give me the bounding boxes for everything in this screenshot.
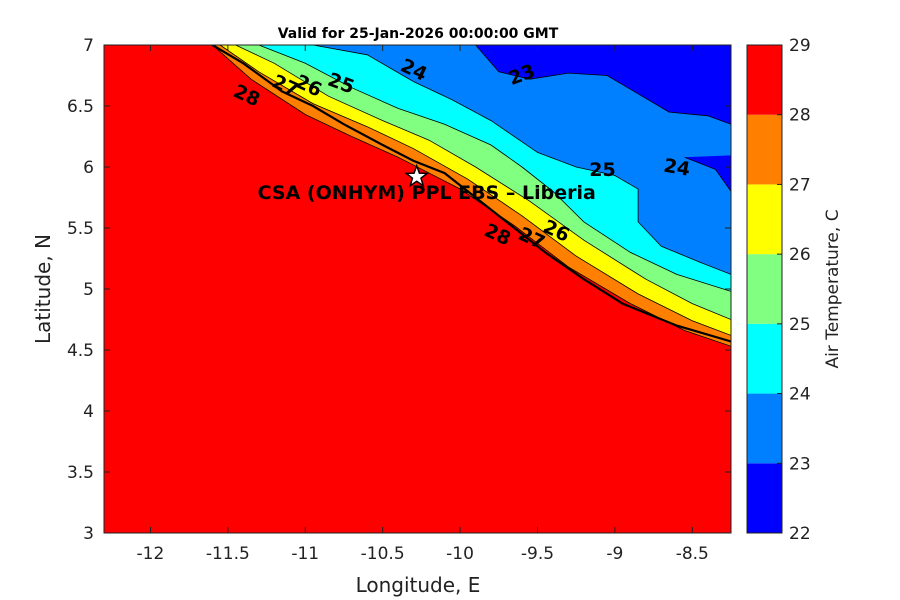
- isotherm-24: [312, 45, 731, 275]
- colorbar-swatch-5: [747, 114, 782, 185]
- x-tick-label-1: -11.5: [206, 544, 250, 564]
- x-tick-label-3: -10.5: [361, 544, 405, 564]
- colorbar-label: Air Temperature, C: [823, 209, 843, 368]
- y-tick-label-1: 3.5: [67, 463, 94, 483]
- colorbar-tick-label-2: 24: [789, 385, 811, 405]
- station-label: CSA (ONHYM) PPL EBS – Liberia: [258, 182, 596, 204]
- band-23b: [684, 155, 731, 192]
- x-tick-label-2: -11: [291, 544, 319, 564]
- colorbar-tick-label-6: 28: [789, 106, 811, 126]
- colorbar-tick-label-5: 27: [789, 175, 811, 195]
- contour-label-7: 24: [662, 155, 692, 181]
- chart-title: Valid for 25-Jan-2026 00:00:00 GMT: [278, 26, 559, 42]
- isotherm-28: [212, 45, 731, 347]
- colorbar-tick-label-0: 22: [789, 524, 811, 544]
- y-tick-label-0: 3: [83, 524, 94, 544]
- station-marker-group: CSA (ONHYM) PPL EBS – Liberia: [258, 163, 596, 204]
- x-tick-label-4: -10: [446, 544, 474, 564]
- isotherm-25: [258, 45, 731, 292]
- y-tick-label-4: 5: [83, 280, 94, 300]
- isotherm-26: [235, 45, 731, 320]
- colorbar-swatch-2: [747, 323, 782, 394]
- y-axis: 3 3.5 4 4.5 5 5.5 6 6.5 7: [67, 36, 731, 544]
- colorbar-tick-label-3: 25: [789, 315, 811, 335]
- station-star-icon: [404, 163, 430, 188]
- y-tick-label-3: 4.5: [67, 341, 94, 361]
- y-tick-label-6: 6: [83, 158, 94, 178]
- x-tick-label-7: -8.5: [676, 544, 709, 564]
- colorbar-swatch-0: [747, 463, 782, 533]
- colorbar-frame: [746, 44, 783, 534]
- x-tick-label-6: -9: [606, 544, 623, 564]
- isotherm-23b: [684, 156, 731, 192]
- y-tick-label-8: 7: [83, 36, 94, 56]
- contour-lines: [212, 45, 731, 347]
- x-axis: -12 -11.5 -11 -10.5 -10 -9.5 -9 -8.5: [137, 45, 709, 564]
- y-axis-label: Latitude, N: [31, 234, 55, 344]
- colorbar-swatch-6: [747, 45, 782, 115]
- isotherm-23: [475, 45, 731, 125]
- coastline-line: [211, 45, 731, 343]
- colorbar-swatch-1: [747, 393, 782, 464]
- colorbar-tick-label-1: 23: [789, 454, 811, 474]
- y-tick-label-5: 5.5: [67, 219, 94, 239]
- isotherm-27: [219, 45, 731, 336]
- y-tick-label-2: 4: [83, 402, 94, 422]
- contour-fills: [104, 45, 731, 533]
- contour-label-6: 25: [589, 159, 615, 181]
- colorbar: 22 23 24 25 26 27 28 29: [746, 36, 811, 544]
- coastline: [211, 45, 731, 343]
- x-tick-label-5: -9.5: [521, 544, 554, 564]
- band-24: [313, 45, 731, 275]
- colorbar-swatch-3: [747, 254, 782, 324]
- colorbar-swatch-4: [747, 184, 782, 255]
- x-tick-label-0: -12: [137, 544, 165, 564]
- x-axis-label: Longitude, E: [356, 573, 481, 597]
- colorbar-tick-label-4: 26: [789, 245, 811, 265]
- band-23: [475, 45, 731, 125]
- y-tick-label-7: 6.5: [67, 97, 94, 117]
- colorbar-tick-label-7: 29: [789, 36, 811, 56]
